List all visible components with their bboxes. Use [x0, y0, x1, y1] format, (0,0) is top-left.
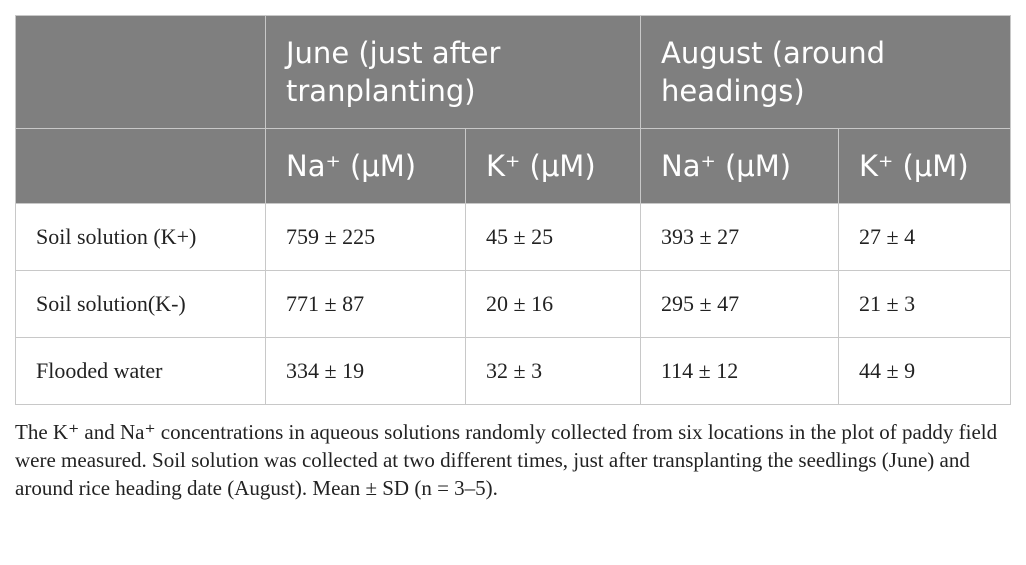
- column-header: K⁺ (μM): [465, 128, 641, 204]
- group-header: June (just after tranplanting): [265, 15, 641, 129]
- column-header: Na⁺ (μM): [265, 128, 466, 204]
- footnote: The K⁺ and Na⁺ concentrations in aqueous…: [15, 420, 998, 500]
- row-label: Soil solution(K-): [15, 270, 266, 338]
- data-table: June (just after tranplanting) August (a…: [15, 15, 1011, 405]
- corner-cell: [15, 15, 266, 129]
- group-header: August (around headings): [640, 15, 1011, 129]
- cell: 334 ± 19: [265, 337, 466, 405]
- row-label: Soil solution (K+): [15, 203, 266, 271]
- cell: 771 ± 87: [265, 270, 466, 338]
- cell: 20 ± 16: [465, 270, 641, 338]
- column-header: Na⁺ (μM): [640, 128, 839, 204]
- table-wrap: June (just after tranplanting) August (a…: [15, 15, 1011, 405]
- cell: 393 ± 27: [640, 203, 839, 271]
- row-label: Flooded water: [15, 337, 266, 405]
- corner-cell: [15, 128, 266, 204]
- table-row: Flooded water 334 ± 19 32 ± 3 114 ± 12 44 ± …: [15, 337, 1011, 405]
- table-body: Soil solution (K+) 759 ± 225 45 ± 25 393 ± …: [15, 203, 1011, 405]
- cell: 44 ± 9: [838, 337, 1011, 405]
- cell: 21 ± 3: [838, 270, 1011, 338]
- column-header: K⁺ (μM): [838, 128, 1011, 204]
- table-row: Soil solution(K-) 771 ± 87 20 ± 16 295 ± 47…: [15, 270, 1011, 338]
- cell: 295 ± 47: [640, 270, 839, 338]
- cell: 27 ± 4: [838, 203, 1011, 271]
- table-row: Soil solution (K+) 759 ± 225 45 ± 25 393 ± …: [15, 203, 1011, 271]
- cell: 32 ± 3: [465, 337, 641, 405]
- cell: 114 ± 12: [640, 337, 839, 405]
- cell: 759 ± 225: [265, 203, 466, 271]
- cell: 45 ± 25: [465, 203, 641, 271]
